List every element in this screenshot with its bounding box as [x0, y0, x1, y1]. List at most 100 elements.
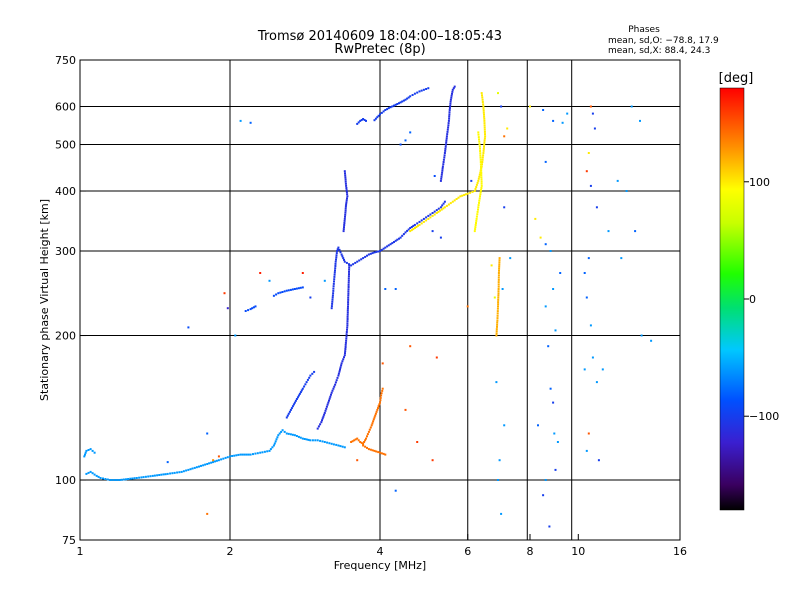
scatter-point: [301, 272, 304, 274]
echo-point: [480, 182, 483, 185]
echo-point: [299, 391, 302, 394]
echo-point: [478, 143, 481, 146]
scatter-point: [589, 184, 592, 187]
echo-point: [378, 403, 381, 406]
scatter-point: [404, 408, 407, 411]
echo-point: [450, 94, 453, 97]
echo-point: [299, 286, 302, 289]
echo-point: [416, 222, 419, 225]
echo-point: [122, 478, 125, 481]
echo-point: [479, 150, 482, 152]
echo-point: [321, 440, 324, 443]
x-tick-label: 8: [527, 545, 534, 558]
echo-point: [348, 273, 350, 276]
scatter-point: [404, 139, 407, 142]
echo-point: [200, 464, 202, 467]
y-tick-label: 75: [62, 534, 76, 547]
echo-point: [278, 432, 281, 435]
colorbar-tick-label: −100: [749, 410, 779, 423]
echo-point: [497, 288, 500, 290]
echo-point: [443, 154, 446, 157]
echo-point: [347, 275, 350, 278]
echo-point: [212, 461, 214, 464]
echo-point: [396, 103, 399, 105]
echo-point: [479, 154, 482, 157]
echo-point: [328, 399, 330, 402]
echo-point: [483, 137, 486, 140]
echo-point: [147, 475, 150, 478]
echo-point: [233, 454, 236, 457]
echo-point: [345, 199, 348, 202]
echo-point: [369, 426, 372, 429]
echo-point: [474, 226, 477, 229]
echo-point: [342, 230, 345, 233]
echo-point: [441, 169, 444, 172]
echo-point: [116, 479, 119, 481]
scatter-point: [634, 230, 637, 233]
echo-point: [289, 288, 292, 291]
echo-point: [476, 210, 479, 213]
echo-point: [344, 176, 347, 179]
scatter-point: [249, 121, 252, 124]
echo-point: [381, 389, 384, 392]
echo-point: [93, 473, 96, 476]
echo-point: [226, 456, 229, 459]
echo-point: [495, 330, 498, 333]
echo-point: [343, 217, 346, 220]
echo-point: [341, 360, 344, 363]
echo-point: [330, 391, 333, 394]
scatter-point: [500, 512, 503, 515]
echo-point: [483, 145, 485, 148]
echo-point: [344, 182, 347, 185]
echo-point: [387, 244, 390, 247]
echo-point: [320, 421, 323, 424]
echo-point: [475, 217, 478, 220]
scatter-point: [552, 288, 555, 290]
scatter-point: [431, 230, 434, 233]
echo-point: [229, 455, 231, 458]
echo-point: [482, 109, 485, 112]
echo-point: [281, 429, 284, 432]
echo-point: [480, 189, 482, 192]
scatter-point: [544, 305, 547, 308]
echo-point: [333, 271, 336, 274]
echo-point: [377, 451, 380, 454]
echo-point: [441, 165, 444, 168]
echo-point: [273, 442, 276, 445]
echo-point: [409, 95, 412, 98]
echo-point: [283, 430, 286, 433]
echo-point: [440, 175, 443, 178]
echo-point: [406, 97, 409, 100]
echo-point: [337, 374, 340, 377]
echo-point: [362, 118, 365, 120]
scatter-point: [542, 494, 545, 497]
echo-point: [365, 119, 367, 122]
echo-point: [387, 107, 390, 110]
echo-point: [401, 100, 404, 103]
scatter-point: [616, 179, 619, 182]
echo-point: [443, 200, 446, 203]
echo-point: [330, 442, 333, 445]
echo-point: [481, 98, 484, 101]
echo-point: [448, 115, 451, 118]
scatter-point: [554, 468, 557, 471]
echo-point: [160, 473, 163, 476]
y-tick-label: 100: [55, 474, 76, 487]
echo-point: [332, 387, 335, 390]
colorbar: [719, 87, 745, 511]
echo-point: [243, 453, 246, 456]
echo-point: [319, 439, 322, 442]
echo-point: [333, 280, 335, 283]
echo-point: [381, 387, 384, 390]
echo-point: [481, 94, 483, 97]
echo-point: [477, 206, 480, 209]
scatter-point: [497, 92, 499, 95]
echo-point: [352, 263, 355, 266]
scatter-point: [595, 206, 598, 209]
echo-point: [497, 278, 500, 281]
echo-point: [452, 87, 455, 90]
echo-point: [371, 252, 374, 255]
echo-point: [446, 128, 449, 131]
x-axis-ticks: 1 2 4 6 8 10 16: [77, 534, 687, 558]
echo-point: [483, 117, 486, 120]
